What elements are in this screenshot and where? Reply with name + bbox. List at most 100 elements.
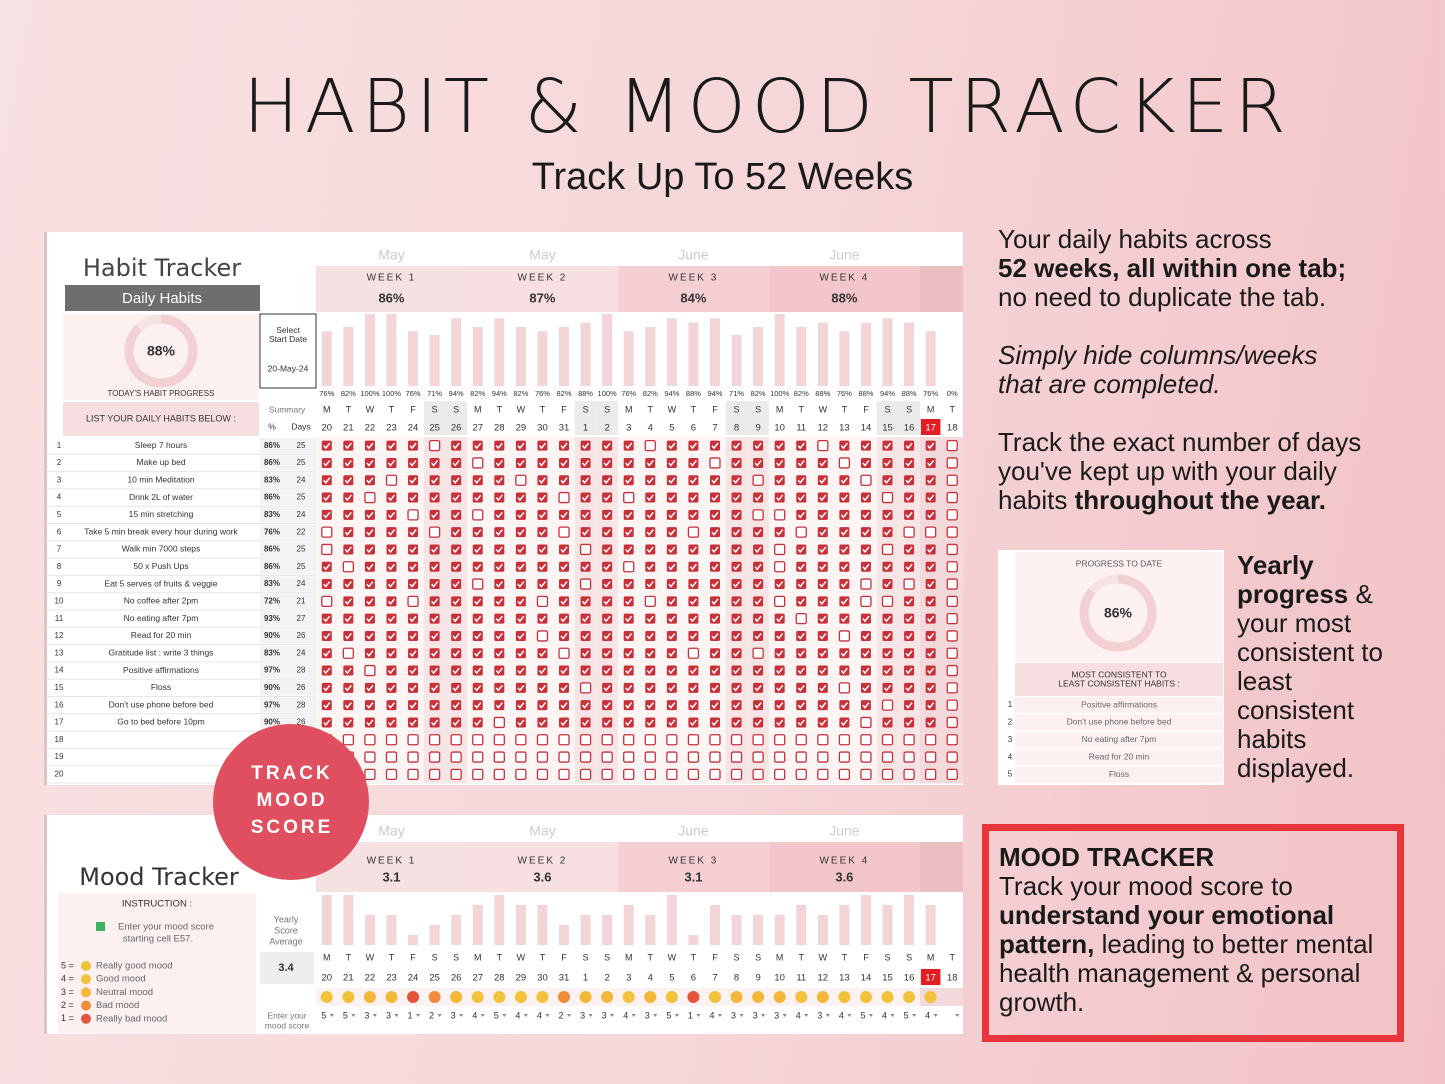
date: 9 [755, 423, 760, 434]
week-header [466, 266, 618, 312]
checkbox-checked [343, 509, 354, 520]
checkbox-checked [364, 440, 375, 451]
date: 4 [648, 423, 653, 434]
checkbox-checked [645, 544, 656, 555]
dropdown-arrow [329, 1014, 334, 1017]
check [603, 632, 611, 640]
checkbox [946, 439, 958, 452]
check [646, 632, 654, 640]
check [862, 615, 870, 623]
habit-pct: 72% [264, 596, 280, 605]
checkbox [946, 768, 958, 780]
checkbox-checked [709, 717, 720, 728]
scale-key: 5 = [61, 960, 74, 970]
checkbox-checked [904, 475, 915, 486]
check [344, 581, 352, 588]
check [344, 511, 352, 519]
check [495, 667, 503, 675]
check [409, 546, 417, 554]
checkbox-checked [386, 544, 397, 555]
dropdown-arrow [480, 1014, 485, 1017]
week-header [617, 842, 769, 892]
check [840, 442, 848, 450]
checkbox-checked [645, 682, 656, 693]
average-label: Average [269, 936, 302, 946]
checkbox-checked [429, 682, 440, 693]
card-title: PROGRESS TO DATE [1076, 558, 1163, 568]
check [754, 702, 762, 709]
habit-pct: 90% [264, 718, 280, 727]
checkbox-checked [451, 527, 462, 538]
checkbox-checked [688, 457, 699, 468]
checkbox-checked [602, 509, 613, 520]
checkbox [925, 734, 937, 746]
checkbox-checked [623, 630, 634, 641]
checkbox [579, 543, 592, 556]
month-label: May [529, 247, 555, 263]
weekday: S [734, 952, 740, 962]
checkbox [364, 734, 376, 746]
check [646, 459, 654, 467]
checkbox-checked [472, 440, 483, 451]
donut-arc [124, 314, 198, 388]
check [474, 442, 482, 450]
check [840, 650, 848, 657]
habit-name: No eating after 7pm [124, 613, 199, 623]
checkbox-checked [623, 613, 634, 624]
weekday: T [497, 952, 503, 962]
check [581, 494, 590, 502]
checkbox-checked [731, 665, 742, 676]
progress-value: 76% [621, 389, 636, 398]
row-number: 5 [57, 510, 62, 519]
check [776, 477, 784, 484]
check [797, 477, 805, 484]
checkbox-checked [602, 613, 613, 624]
checkbox-checked [429, 475, 440, 486]
check [625, 650, 633, 657]
mood-score: 4 [472, 1010, 477, 1020]
mood-score: 4 [882, 1010, 887, 1020]
checkbox-checked [817, 682, 828, 693]
checkbox [946, 664, 958, 677]
check [431, 477, 439, 484]
checkbox [364, 768, 376, 780]
checkbox-checked [602, 665, 613, 676]
checkbox-checked [774, 457, 785, 468]
check [668, 598, 676, 606]
checkbox-checked [688, 717, 699, 728]
checkbox [946, 474, 958, 486]
check [603, 511, 611, 519]
check [905, 632, 913, 640]
checkbox-checked [429, 648, 440, 659]
checkbox [795, 751, 807, 763]
checkbox-checked [709, 613, 720, 624]
enter-label: mood score [265, 1020, 310, 1030]
habit-pct: 86% [264, 493, 280, 502]
checkbox [946, 526, 958, 538]
check [560, 581, 568, 588]
checkbox-checked [364, 509, 375, 520]
check [711, 684, 719, 692]
checkbox-checked [839, 475, 850, 486]
text: understand your emotional pattern, [999, 900, 1335, 959]
checkbox-checked [408, 630, 419, 641]
check [905, 494, 913, 502]
checkbox-checked [796, 717, 807, 728]
checkbox-checked [904, 665, 915, 676]
progress-bar [796, 326, 807, 386]
checkbox [644, 734, 656, 746]
checkbox-checked [753, 457, 764, 468]
mood-bar [666, 895, 677, 945]
progress-bar [731, 334, 742, 386]
mood-score: 4 [839, 1010, 844, 1020]
checkbox-checked [321, 440, 332, 451]
mood-emoji [708, 991, 721, 1003]
habit-days: 22 [297, 527, 306, 536]
checkbox [881, 699, 894, 711]
check [387, 529, 396, 536]
checkbox-checked [645, 665, 656, 676]
check [754, 684, 762, 692]
check [883, 511, 892, 519]
checkbox [860, 578, 872, 590]
week-header [919, 842, 963, 892]
